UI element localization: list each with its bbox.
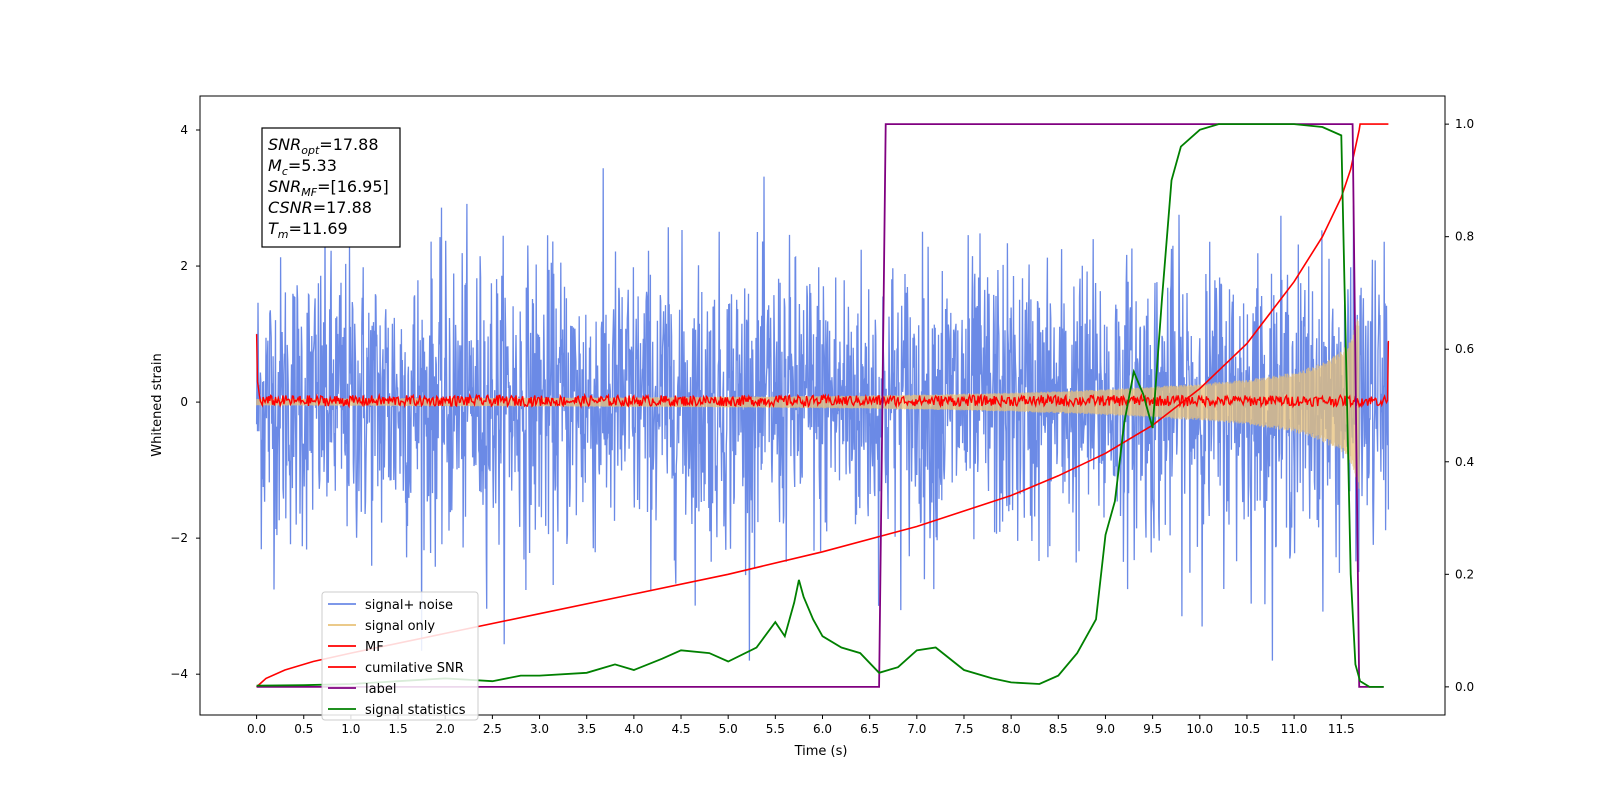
x-axis-title: Time (s)	[794, 744, 848, 759]
series-label	[256, 123, 1384, 688]
x-tick-label: 6.5	[860, 722, 879, 736]
y-axis-left: 4 2 0 −2 −4	[170, 123, 200, 681]
x-tick-label: 0.0	[247, 722, 266, 736]
annotation-frame	[261, 127, 401, 248]
x-tick-label: 1.0	[341, 722, 360, 736]
x-tick-label: 3.0	[530, 722, 549, 736]
series-mf	[255, 334, 1390, 409]
y-left-tick-label: 4	[180, 123, 188, 137]
x-tick-label: 7.0	[907, 722, 926, 736]
legend-label: MF	[365, 640, 384, 655]
x-tick-label: 2.5	[483, 722, 502, 736]
x-tick-label: 5.5	[766, 722, 785, 736]
legend: signal+ noise signal only MF cumilative SNR…	[321, 591, 479, 721]
x-tick-label: 8.5	[1049, 722, 1068, 736]
legend-frame	[321, 591, 479, 721]
series-signal-statistics	[256, 123, 1384, 688]
x-tick-label: 4.5	[671, 722, 690, 736]
y-left-tick-label: −4	[170, 667, 188, 681]
x-tick-label: 6.0	[813, 722, 832, 736]
x-tick-label: 3.5	[577, 722, 596, 736]
annotation-box: SNRopt=17.88Mc=5.33SNRMF=[16.95]CSNR=17.…	[261, 127, 401, 248]
legend-label: signal statistics	[365, 703, 466, 718]
x-tick-label: 11.5	[1328, 722, 1355, 736]
x-tick-label: 9.5	[1143, 722, 1162, 736]
annotation-line: Tm=11.69	[268, 219, 348, 241]
y-axis-title: Whitened strain	[150, 353, 165, 456]
legend-label: signal+ noise	[365, 598, 453, 613]
y-left-tick-label: 0	[180, 395, 188, 409]
x-tick-label: 7.5	[954, 722, 973, 736]
y-right-tick-label: 0.2	[1455, 567, 1474, 581]
annotation-line: CSNR=17.88	[268, 198, 372, 217]
x-tick-label: 4.0	[624, 722, 643, 736]
y-right-tick-label: 0.0	[1455, 680, 1474, 694]
legend-label: signal only	[365, 619, 435, 634]
y-axis-right: 1.0 0.8 0.6 0.4 0.2 0.0	[1445, 117, 1474, 694]
legend-label: label	[365, 682, 396, 697]
annotation-line: Mc=5.33	[268, 156, 337, 178]
x-axis: 0.0 0.5 1.0 1.5 2.0 2.5 3.0 3.5 4.0 4.5 5.0 5.5 6.0 6…	[247, 715, 1355, 736]
x-tick-label: 2.0	[436, 722, 455, 736]
annotation-line: SNRMF=[16.95]	[268, 177, 389, 199]
y-right-tick-label: 0.8	[1455, 230, 1474, 244]
y-right-tick-label: 1.0	[1455, 117, 1474, 131]
y-left-tick-label: −2	[170, 531, 188, 545]
x-tick-label: 8.0	[1002, 722, 1021, 736]
x-tick-label: 10.5	[1234, 722, 1261, 736]
series-signal-noise	[255, 168, 1390, 661]
x-tick-label: 0.5	[294, 722, 313, 736]
x-tick-label: 9.0	[1096, 722, 1115, 736]
y-right-tick-label: 0.6	[1455, 342, 1474, 356]
x-tick-label: 10.0	[1186, 722, 1213, 736]
x-tick-label: 1.5	[389, 722, 408, 736]
annotation-line: SNRopt=17.88	[268, 135, 379, 157]
x-tick-label: 5.0	[719, 722, 738, 736]
y-right-tick-label: 0.4	[1455, 455, 1474, 469]
y-left-tick-label: 2	[180, 259, 188, 273]
legend-label: cumilative SNR	[365, 661, 464, 676]
x-tick-label: 11.0	[1281, 722, 1308, 736]
